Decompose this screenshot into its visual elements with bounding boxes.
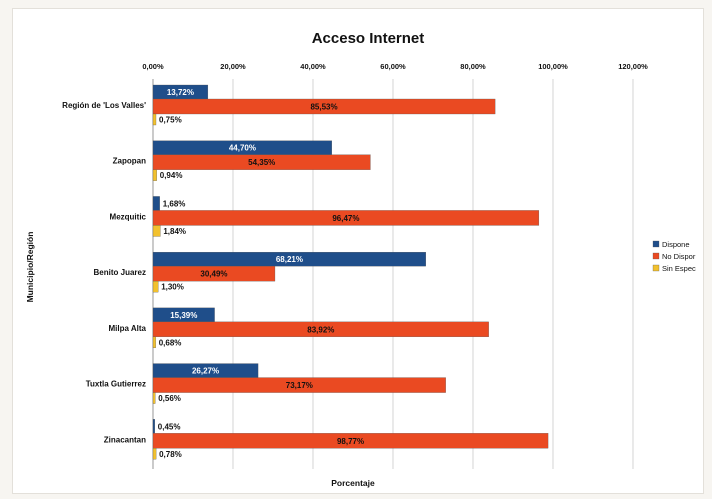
data-label: 68,21%	[276, 255, 303, 264]
bar-sin-espec	[152, 336, 156, 349]
bar-sin-espec	[152, 392, 156, 404]
category-label: Milpa Alta	[109, 324, 147, 333]
bar-sin-espec	[152, 113, 157, 126]
bar-no-dispor	[152, 321, 489, 338]
bar-dispone	[152, 419, 155, 434]
data-label: 44,70%	[229, 144, 256, 153]
data-label: 26,27%	[192, 367, 219, 376]
bar-no-dispor	[152, 210, 540, 226]
data-label: 30,49%	[200, 270, 227, 279]
x-tick-label: 20,00%	[220, 62, 246, 71]
category-label: Mezquitic	[110, 212, 147, 221]
y-axis-title: Municipio/Región	[25, 232, 35, 303]
x-tick-label: 0,00%	[142, 62, 164, 71]
bar-no-dispor	[152, 154, 371, 170]
data-label: 0,78%	[159, 450, 182, 459]
x-tick-label: 120,00%	[618, 62, 648, 71]
legend-label: Dispone	[662, 240, 690, 249]
category-label: Benito Juarez	[94, 268, 146, 277]
bar-sin-espec	[152, 225, 161, 237]
data-label: 15,39%	[170, 311, 197, 320]
data-label: 0,75%	[159, 116, 182, 125]
data-label: 73,17%	[286, 381, 313, 390]
category-label: Tuxtla Gutierrez	[86, 380, 146, 389]
data-label: 1,30%	[161, 283, 184, 292]
data-label: 98,77%	[337, 437, 364, 446]
bar-no-dispor	[152, 377, 446, 393]
x-axis-title: Porcentaje	[331, 478, 375, 488]
legend-swatch	[652, 252, 660, 260]
data-label: 0,56%	[158, 394, 181, 403]
chart-frame: Acceso Internet Porcentaje Municipio/Reg…	[12, 8, 704, 494]
data-label: 85,53%	[310, 103, 337, 112]
x-tick-label: 100,00%	[538, 62, 568, 71]
x-tick-label: 80,00%	[460, 62, 486, 71]
legend-swatch	[652, 264, 660, 272]
bar-sin-espec	[152, 280, 159, 293]
legend: Dispone No Dispor Sin Espec	[652, 240, 696, 273]
bar-no-dispor	[152, 265, 276, 282]
chart-title: Acceso Internet	[312, 30, 425, 47]
data-label: 0,68%	[159, 338, 182, 347]
data-label: 54,35%	[248, 158, 275, 167]
bar-no-dispor	[152, 433, 549, 449]
legend-label: No Dispor	[662, 252, 696, 261]
data-label: 96,47%	[332, 214, 359, 223]
x-tick-label: 60,00%	[380, 62, 406, 71]
category-label: Zapopan	[113, 157, 146, 166]
data-label: 0,45%	[158, 422, 181, 431]
x-tick-label: 40,00%	[300, 62, 326, 71]
category-label: Región de 'Los Valles'	[62, 101, 146, 110]
data-label: 1,84%	[163, 227, 186, 236]
data-label: 0,94%	[160, 171, 183, 180]
data-label: 1,68%	[163, 199, 186, 208]
acceso-internet-chart: Acceso Internet Porcentaje Municipio/Reg…	[25, 30, 696, 488]
bar-dispone	[152, 196, 160, 211]
data-label: 83,92%	[307, 325, 334, 334]
legend-swatch	[652, 240, 660, 248]
bar-sin-espec	[152, 448, 157, 460]
legend-label: Sin Espec	[662, 264, 696, 273]
bar-dispone	[152, 251, 426, 267]
bar-no-dispor	[152, 98, 496, 115]
bar-sin-espec	[152, 169, 157, 181]
plot-area: 0,00% 20,00% 40,00% 60,00% 80,00% 100,00% 120,…	[62, 62, 648, 469]
category-label: Zinacantan	[104, 435, 146, 444]
data-label: 13,72%	[167, 88, 194, 97]
